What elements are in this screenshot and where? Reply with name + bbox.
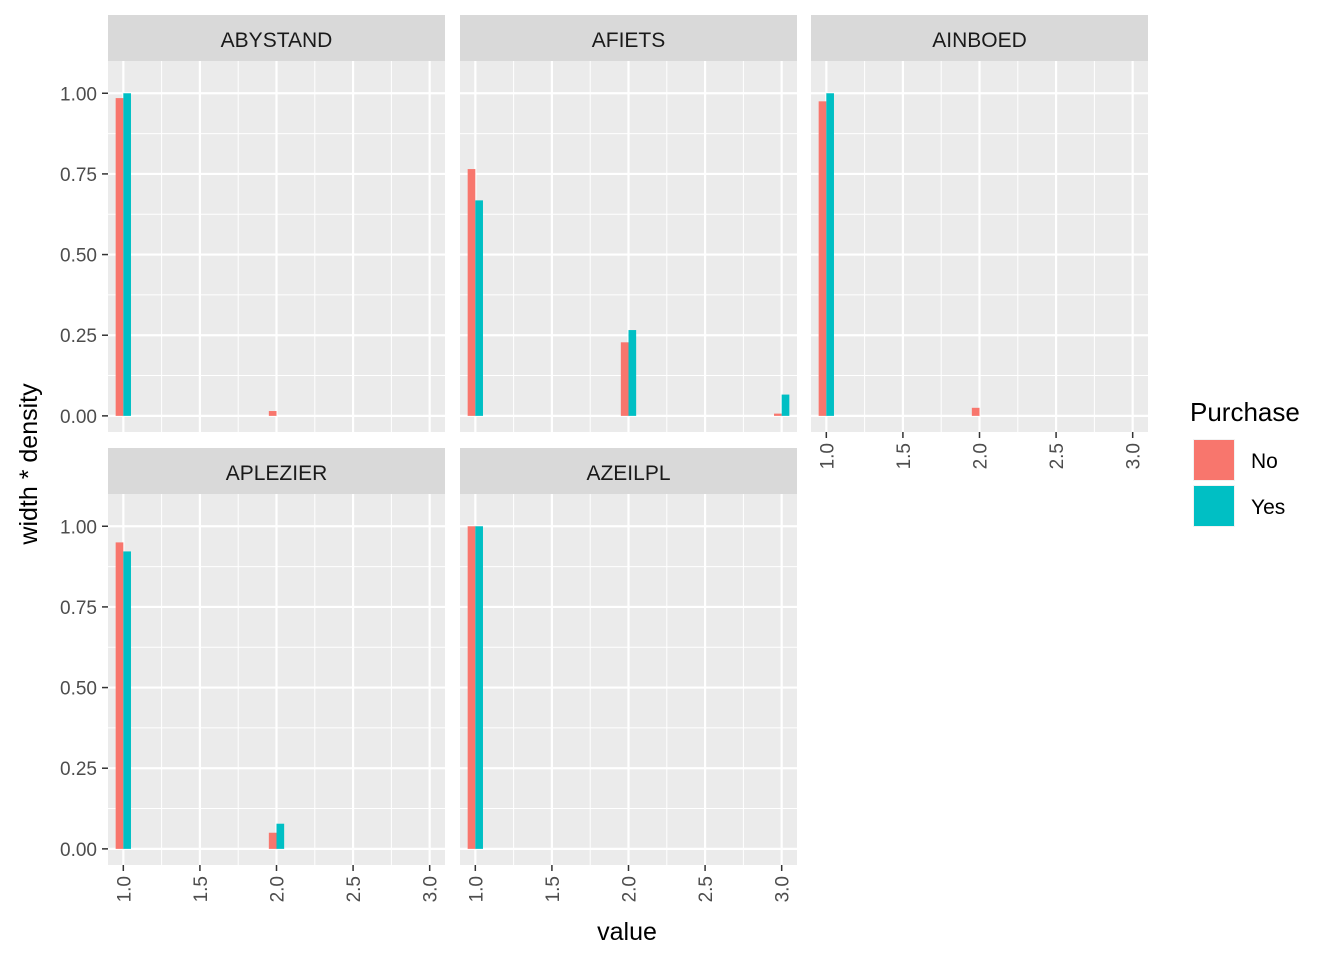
x-tick-label: 1.0 xyxy=(466,876,487,902)
legend-label: No xyxy=(1251,450,1278,473)
x-tick-label: 1.5 xyxy=(191,876,212,902)
x-axis: 1.0 1.5 2.0 2.5 3.0 xyxy=(466,865,794,902)
x-tick-label: 1.0 xyxy=(114,876,135,902)
facet-strip xyxy=(460,448,797,494)
facet-strip xyxy=(811,15,1148,61)
bar-azeilpl-no-1 xyxy=(467,526,476,849)
y-tick-label: 0.25 xyxy=(60,759,97,780)
facet-strip-label: APLEZIER xyxy=(226,462,328,485)
facet-strip-label: AZEILPL xyxy=(586,462,670,485)
x-tick-label: 2.0 xyxy=(971,443,992,469)
x-tick-label: 3.0 xyxy=(1124,443,1145,469)
facet-panel-afiets: AFIETS xyxy=(460,15,797,432)
y-tick-label: 1.00 xyxy=(60,84,97,105)
bar-ainboed-no-2 xyxy=(971,407,980,416)
legend-item-yes: Yes xyxy=(1193,485,1285,527)
bar-afiets-no-3 xyxy=(774,413,782,416)
bar-abystand-yes-1 xyxy=(123,93,131,416)
x-tick-label: 2.0 xyxy=(620,876,641,902)
x-tick-label: 2.5 xyxy=(344,876,365,902)
bar-afiets-yes-3 xyxy=(781,394,790,416)
y-tick-label: 1.00 xyxy=(60,517,97,538)
y-tick-label: 0.75 xyxy=(60,165,97,186)
legend-label: Yes xyxy=(1251,496,1285,519)
y-tick-label: 0.25 xyxy=(60,326,97,347)
facet-panel-azeilpl: AZEILPL 1.0 1.5 2.0 2.5 3.0 xyxy=(460,448,797,902)
bar-ainboed-no-1 xyxy=(818,101,827,416)
bars xyxy=(467,526,483,849)
bar-aplezier-yes-2 xyxy=(276,823,285,849)
facet-strip xyxy=(108,15,445,61)
legend-swatch xyxy=(1194,440,1234,480)
legend: Purchase No Yes xyxy=(1190,397,1300,527)
bar-aplezier-no-1 xyxy=(115,542,124,849)
y-axis-title: width * density xyxy=(15,383,43,546)
facet-panel-abystand: ABYSTAND 0.00 0.25 0.50 0.75 1.00 xyxy=(60,15,445,432)
bar-afiets-no-2 xyxy=(620,342,629,416)
facet-panel-aplezier: APLEZIER 0.00 0.25 0.50 0.75 1.00 1.0 1.5 2.0 2.5… xyxy=(60,448,445,902)
x-axis: 1.0 1.5 2.0 2.5 3.0 xyxy=(114,865,442,902)
bar-ainboed-yes-1 xyxy=(826,93,834,416)
y-tick-label: 0.50 xyxy=(60,246,97,267)
bar-aplezier-no-2 xyxy=(268,832,277,849)
bar-afiets-yes-1 xyxy=(475,200,483,416)
x-tick-label: 2.5 xyxy=(1047,443,1068,469)
legend-item-no: No xyxy=(1193,439,1278,481)
grid-lines xyxy=(108,61,445,432)
legend-title: Purchase xyxy=(1190,397,1300,427)
x-tick-label: 1.0 xyxy=(817,443,838,469)
x-axis-title: value xyxy=(597,918,657,946)
x-tick-label: 2.0 xyxy=(268,876,289,902)
facet-panel-ainboed: AINBOED 1.0 1.5 2.0 2.5 3.0 xyxy=(811,15,1148,469)
y-tick-label: 0.00 xyxy=(60,840,97,861)
bar-azeilpl-yes-1 xyxy=(475,526,483,849)
x-tick-label: 1.5 xyxy=(543,876,564,902)
x-tick-label: 1.5 xyxy=(894,443,915,469)
facet-strip xyxy=(108,448,445,494)
bar-afiets-no-1 xyxy=(467,169,476,416)
bar-afiets-yes-2 xyxy=(628,330,637,416)
y-tick-label: 0.50 xyxy=(60,679,97,700)
grid-lines xyxy=(460,494,797,865)
y-axis: 0.00 0.25 0.50 0.75 1.00 xyxy=(60,517,108,861)
y-axis: 0.00 0.25 0.50 0.75 1.00 xyxy=(60,84,108,428)
legend-swatch xyxy=(1194,486,1234,526)
x-tick-label: 2.5 xyxy=(696,876,717,902)
bars xyxy=(818,93,980,416)
y-tick-label: 0.00 xyxy=(60,407,97,428)
x-tick-label: 3.0 xyxy=(773,876,794,902)
facet-strip-label: AFIETS xyxy=(592,29,666,52)
facet-strip xyxy=(460,15,797,61)
bars xyxy=(467,169,790,416)
facet-panels: ABYSTAND 0.00 0.25 0.50 0.75 1.00 AFIETS AINBOE… xyxy=(60,15,1148,902)
x-axis: 1.0 1.5 2.0 2.5 3.0 xyxy=(817,432,1145,469)
bar-abystand-no-2 xyxy=(268,411,277,416)
bar-aplezier-yes-1 xyxy=(123,551,131,849)
facet-strip-label: ABYSTAND xyxy=(221,29,333,52)
bars xyxy=(115,93,277,416)
y-tick-label: 0.75 xyxy=(60,598,97,619)
bar-abystand-no-1 xyxy=(115,98,124,416)
facet-strip-label: AINBOED xyxy=(932,29,1027,52)
x-tick-label: 3.0 xyxy=(421,876,442,902)
bars xyxy=(115,542,285,849)
